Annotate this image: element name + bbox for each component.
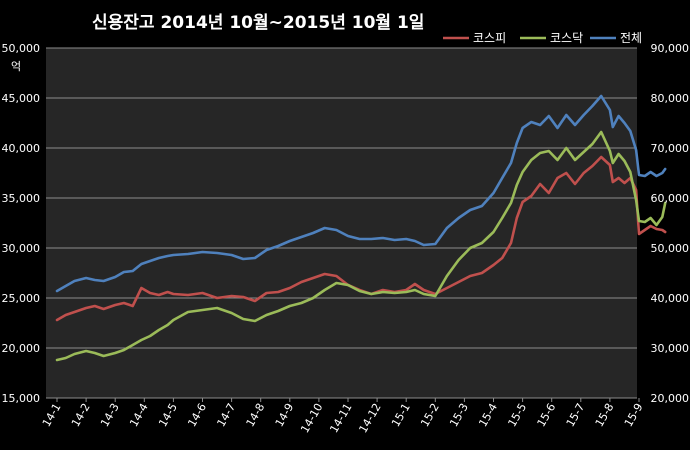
- y-left-tick-label: 30,000: [2, 242, 41, 255]
- y-left-tick-label: 15,000: [2, 392, 41, 405]
- legend: 코스피 코스닥 전체: [443, 31, 642, 45]
- y-right-tick-label: 20,000: [651, 392, 690, 405]
- chart-title: 신용잔고 2014년 10월~2015년 10월 1일: [92, 13, 424, 33]
- legend-label-코스피: 코스피: [473, 31, 506, 45]
- y-left-tick-label: 35,000: [2, 192, 41, 205]
- y-right-tick-label: 60,000: [651, 192, 690, 205]
- y-axis-left: 15,000 20,000 25,000 30,000 35,000 40,000 45,0…: [2, 42, 41, 405]
- series-lines: [55, 94, 667, 362]
- y-right-tick-label: 40,000: [651, 292, 690, 305]
- y-right-tick-label: 30,000: [651, 342, 690, 355]
- y-axis-right: 20,000 30,000 40,000 50,000 60,000 70,000 80,0…: [651, 42, 690, 405]
- series-line-전체: [55, 94, 667, 293]
- series-line-코스피: [55, 155, 667, 322]
- y-right-tick-label: 70,000: [651, 142, 690, 155]
- legend-label-전체: 전체: [620, 31, 642, 45]
- plot-area: [46, 48, 637, 398]
- y-right-tick-label: 50,000: [651, 242, 690, 255]
- series-line-코스닥: [55, 130, 667, 362]
- y-right-tick-label: 80,000: [651, 92, 690, 105]
- y-left-tick-label: 25,000: [2, 292, 41, 305]
- legend-label-코스닥: 코스닥: [550, 31, 583, 45]
- y-left-tick-label: 40,000: [2, 142, 41, 155]
- y-left-tick-label: 45,000: [2, 92, 41, 105]
- y-right-tick-label: 90,000: [651, 42, 690, 55]
- y-left-tick-label: 50,000: [2, 42, 41, 55]
- y-axis-unit-label: 억: [11, 60, 21, 73]
- y-left-tick-label: 20,000: [2, 342, 41, 355]
